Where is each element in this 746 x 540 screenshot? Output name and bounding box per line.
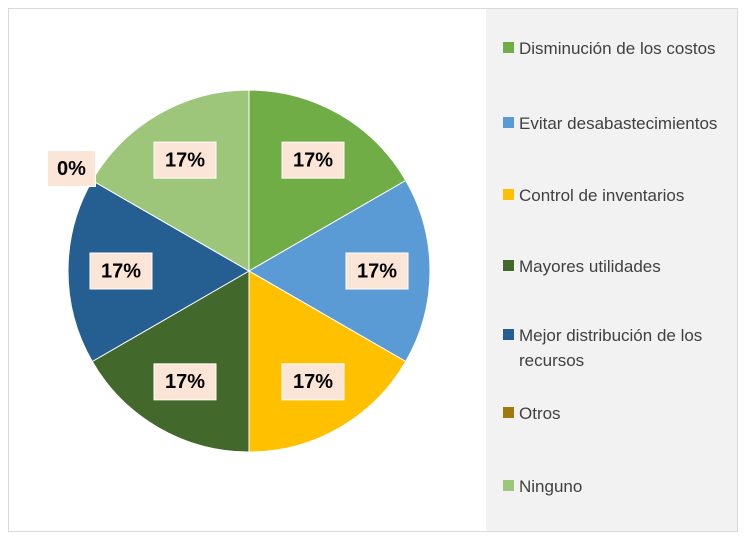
pie-slice <box>67 179 251 363</box>
data-label-box <box>281 363 345 401</box>
legend-item: Ninguno <box>503 474 735 499</box>
legend-label: Disminución de los costos <box>519 39 716 58</box>
pie-slice <box>248 270 407 453</box>
legend-item: Mejor distribución de los recursos <box>503 323 735 373</box>
legend-label: Mayores utilidades <box>519 257 661 276</box>
legend-item: Evitar desabastecimientos <box>503 111 735 136</box>
legend-label: Ninguno <box>519 477 583 496</box>
data-label-text: 17% <box>293 371 333 393</box>
data-label: 17% <box>89 252 153 290</box>
data-label-box <box>46 150 96 187</box>
legend-swatch <box>503 480 514 491</box>
data-label-text: 17% <box>165 149 205 171</box>
data-label: 17% <box>153 363 217 401</box>
legend-swatch <box>503 260 514 271</box>
data-label-box <box>345 252 409 290</box>
data-label-text: 17% <box>293 149 333 171</box>
data-label: 17% <box>345 252 409 290</box>
legend-swatch <box>503 42 514 53</box>
pie-slice <box>91 89 250 272</box>
data-label-box <box>89 252 153 290</box>
legend-item: Otros <box>503 401 735 426</box>
data-label-text: 17% <box>165 371 205 393</box>
legend-label: Mejor distribución de los recursos <box>519 326 703 370</box>
legend-label: Control de inventarios <box>519 186 685 205</box>
legend-background <box>486 9 737 531</box>
legend-swatch <box>503 329 514 340</box>
data-label: 17% <box>281 141 345 179</box>
legend-swatch <box>503 189 514 200</box>
legend-item: Mayores utilidades <box>503 254 735 279</box>
pie-slice <box>247 179 431 363</box>
data-label-box <box>153 141 217 179</box>
legend-swatch <box>503 117 514 128</box>
legend-item: Disminución de los costos <box>503 36 735 61</box>
data-label-text: 17% <box>101 260 141 282</box>
data-label: 0% <box>46 150 96 187</box>
data-label-text: 17% <box>357 260 397 282</box>
legend-label: Evitar desabastecimientos <box>519 114 718 133</box>
data-label-text: 0% <box>57 158 86 180</box>
legend-item: Control de inventarios <box>503 183 735 208</box>
legend-swatch <box>503 407 514 418</box>
legend-label: Otros <box>519 404 561 423</box>
pie-slice <box>91 270 250 453</box>
data-label-box <box>153 363 217 401</box>
data-label: 17% <box>281 363 345 401</box>
pie-slice <box>248 89 407 272</box>
data-label-box <box>281 141 345 179</box>
data-label: 17% <box>153 141 217 179</box>
